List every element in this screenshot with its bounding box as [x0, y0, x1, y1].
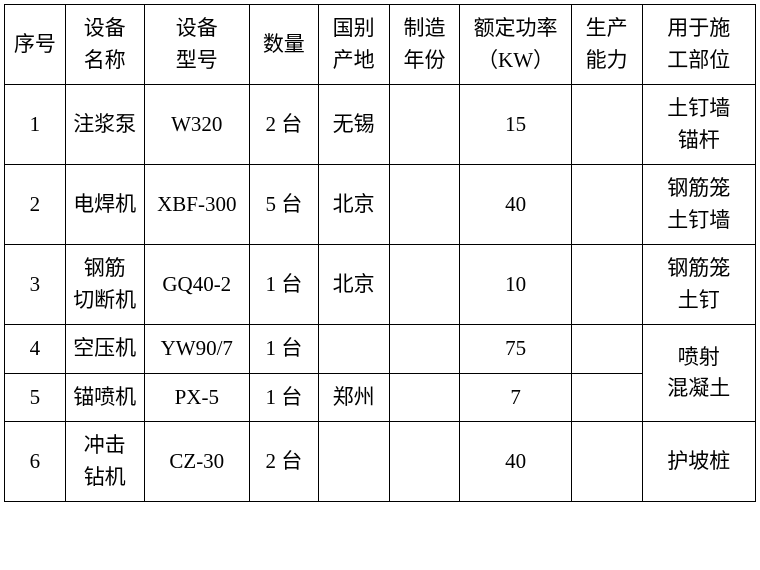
cell-model: W320 [144, 85, 249, 165]
header-year: 制造年份 [389, 5, 460, 85]
table-header-row: 序号 设备名称 设备型号 数量 国别产地 制造年份 额定功率（KW） 生产能力 … [5, 5, 756, 85]
cell-usage: 土钉墙锚杆 [642, 85, 755, 165]
cell-seq: 3 [5, 245, 66, 325]
cell-qty: 1 台 [249, 245, 318, 325]
cell-seq: 6 [5, 422, 66, 502]
header-power: 额定功率（KW） [460, 5, 571, 85]
cell-model: XBF-300 [144, 165, 249, 245]
header-capacity: 生产能力 [571, 5, 642, 85]
cell-usage: 喷射混凝土 [642, 325, 755, 422]
cell-origin: 北京 [318, 165, 389, 245]
cell-name: 锚喷机 [65, 373, 144, 422]
table-row: 2电焊机XBF-3005 台北京 40 钢筋笼土钉墙 [5, 165, 756, 245]
cell-year [389, 422, 460, 502]
cell-seq: 5 [5, 373, 66, 422]
cell-qty: 2 台 [249, 422, 318, 502]
cell-usage: 钢筋笼土钉 [642, 245, 755, 325]
table-row: 6冲击钻机CZ-302 台 40 护坡桩 [5, 422, 756, 502]
cell-model: CZ-30 [144, 422, 249, 502]
table-row: 3钢筋切断机GQ40-21 台北京 10 钢筋笼土钉 [5, 245, 756, 325]
cell-name: 电焊机 [65, 165, 144, 245]
cell-origin [318, 422, 389, 502]
cell-qty: 2 台 [249, 85, 318, 165]
cell-origin [318, 325, 389, 374]
cell-name: 钢筋切断机 [65, 245, 144, 325]
header-model: 设备型号 [144, 5, 249, 85]
header-qty: 数量 [249, 5, 318, 85]
cell-capacity [571, 373, 642, 422]
cell-seq: 1 [5, 85, 66, 165]
header-origin: 国别产地 [318, 5, 389, 85]
cell-year [389, 245, 460, 325]
cell-model: YW90/7 [144, 325, 249, 374]
cell-origin: 郑州 [318, 373, 389, 422]
table-row: 4空压机YW90/71 台75喷射混凝土 [5, 325, 756, 374]
cell-name: 冲击钻机 [65, 422, 144, 502]
cell-usage: 钢筋笼土钉墙 [642, 165, 755, 245]
equipment-table: 序号 设备名称 设备型号 数量 国别产地 制造年份 额定功率（KW） 生产能力 … [4, 4, 756, 502]
cell-origin: 北京 [318, 245, 389, 325]
cell-capacity [571, 165, 642, 245]
cell-power: 10 [460, 245, 571, 325]
cell-model: PX-5 [144, 373, 249, 422]
cell-origin: 无锡 [318, 85, 389, 165]
cell-qty: 5 台 [249, 165, 318, 245]
cell-name: 空压机 [65, 325, 144, 374]
cell-power: 75 [460, 325, 571, 374]
cell-year [389, 85, 460, 165]
cell-capacity [571, 85, 642, 165]
cell-capacity [571, 325, 642, 374]
cell-qty: 1 台 [249, 325, 318, 374]
cell-qty: 1 台 [249, 373, 318, 422]
header-usage: 用于施工部位 [642, 5, 755, 85]
header-name: 设备名称 [65, 5, 144, 85]
cell-power: 40 [460, 422, 571, 502]
cell-power: 15 [460, 85, 571, 165]
cell-capacity [571, 422, 642, 502]
cell-name: 注浆泵 [65, 85, 144, 165]
cell-capacity [571, 245, 642, 325]
cell-year [389, 165, 460, 245]
cell-model: GQ40-2 [144, 245, 249, 325]
cell-year [389, 373, 460, 422]
table-body: 1注浆泵W3202 台无锡15土钉墙锚杆2电焊机XBF-3005 台北京40钢筋… [5, 85, 756, 502]
cell-power: 40 [460, 165, 571, 245]
header-seq: 序号 [5, 5, 66, 85]
cell-usage: 护坡桩 [642, 422, 755, 502]
cell-seq: 2 [5, 165, 66, 245]
cell-year [389, 325, 460, 374]
table-row: 1注浆泵W3202 台无锡 15 土钉墙锚杆 [5, 85, 756, 165]
cell-seq: 4 [5, 325, 66, 374]
cell-power: 7 [460, 373, 571, 422]
